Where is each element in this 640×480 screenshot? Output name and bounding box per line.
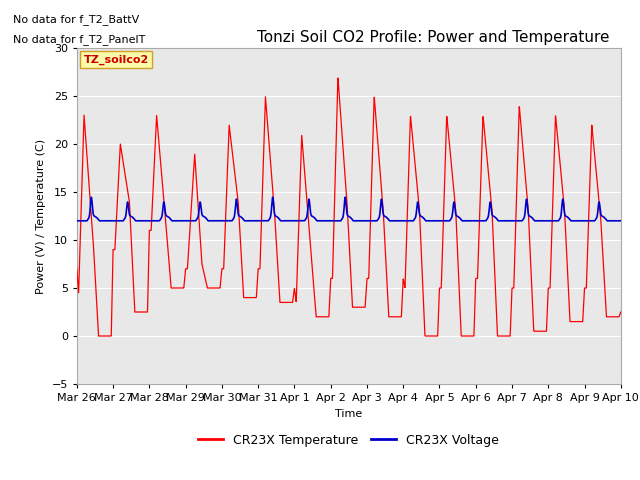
Text: Tonzi Soil CO2 Profile: Power and Temperature: Tonzi Soil CO2 Profile: Power and Temper…: [257, 30, 610, 46]
Legend: CR23X Temperature, CR23X Voltage: CR23X Temperature, CR23X Voltage: [193, 429, 504, 452]
X-axis label: Time: Time: [335, 408, 362, 419]
Y-axis label: Power (V) / Temperature (C): Power (V) / Temperature (C): [36, 138, 46, 294]
Text: No data for f_T2_PanelT: No data for f_T2_PanelT: [13, 34, 145, 45]
Text: No data for f_T2_BattV: No data for f_T2_BattV: [13, 14, 139, 25]
